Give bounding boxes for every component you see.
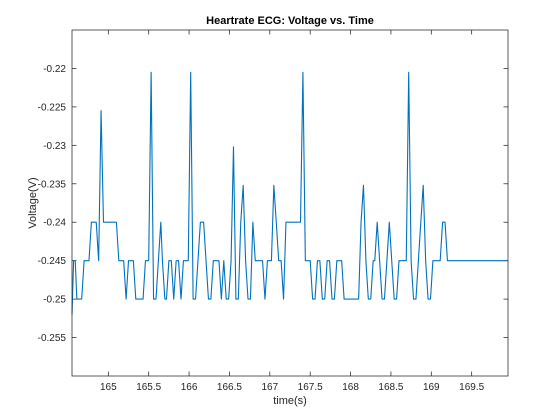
x-tick-label: 169.5 xyxy=(459,382,484,393)
x-tick-label: 166.5 xyxy=(217,382,242,393)
x-tick-label: 167.5 xyxy=(298,382,323,393)
x-axis-label: time(s) xyxy=(273,395,307,407)
x-tick-label: 165 xyxy=(100,382,117,393)
x-tick-label: 167 xyxy=(261,382,278,393)
tick-labels-layer: 165 165.5 166 166.5 167 167.5 168 168.5 169 169.5… xyxy=(38,64,485,393)
y-tick-label: -0.23 xyxy=(43,141,66,152)
series-line-voltage xyxy=(71,71,508,315)
x-tick-label: 169 xyxy=(423,382,440,393)
x-tick-label: 165.5 xyxy=(136,382,161,393)
chart-title: Heartrate ECG: Voltage vs. Time xyxy=(206,15,374,27)
plot-area xyxy=(72,30,508,376)
y-tick-label: -0.22 xyxy=(43,64,66,75)
x-tick-label: 168.5 xyxy=(378,382,403,393)
y-tick-label: -0.235 xyxy=(38,179,67,190)
y-axis-label: Voltage(V) xyxy=(27,177,39,228)
y-tick-label: -0.255 xyxy=(38,333,67,344)
y-tick-label: -0.25 xyxy=(43,295,66,306)
x-tick-label: 168 xyxy=(342,382,359,393)
y-tick-label: -0.245 xyxy=(38,256,67,267)
plot-frame xyxy=(71,29,509,377)
y-tick-label: -0.225 xyxy=(38,102,67,113)
y-tick-label: -0.24 xyxy=(43,218,66,229)
x-tick-label: 166 xyxy=(181,382,198,393)
